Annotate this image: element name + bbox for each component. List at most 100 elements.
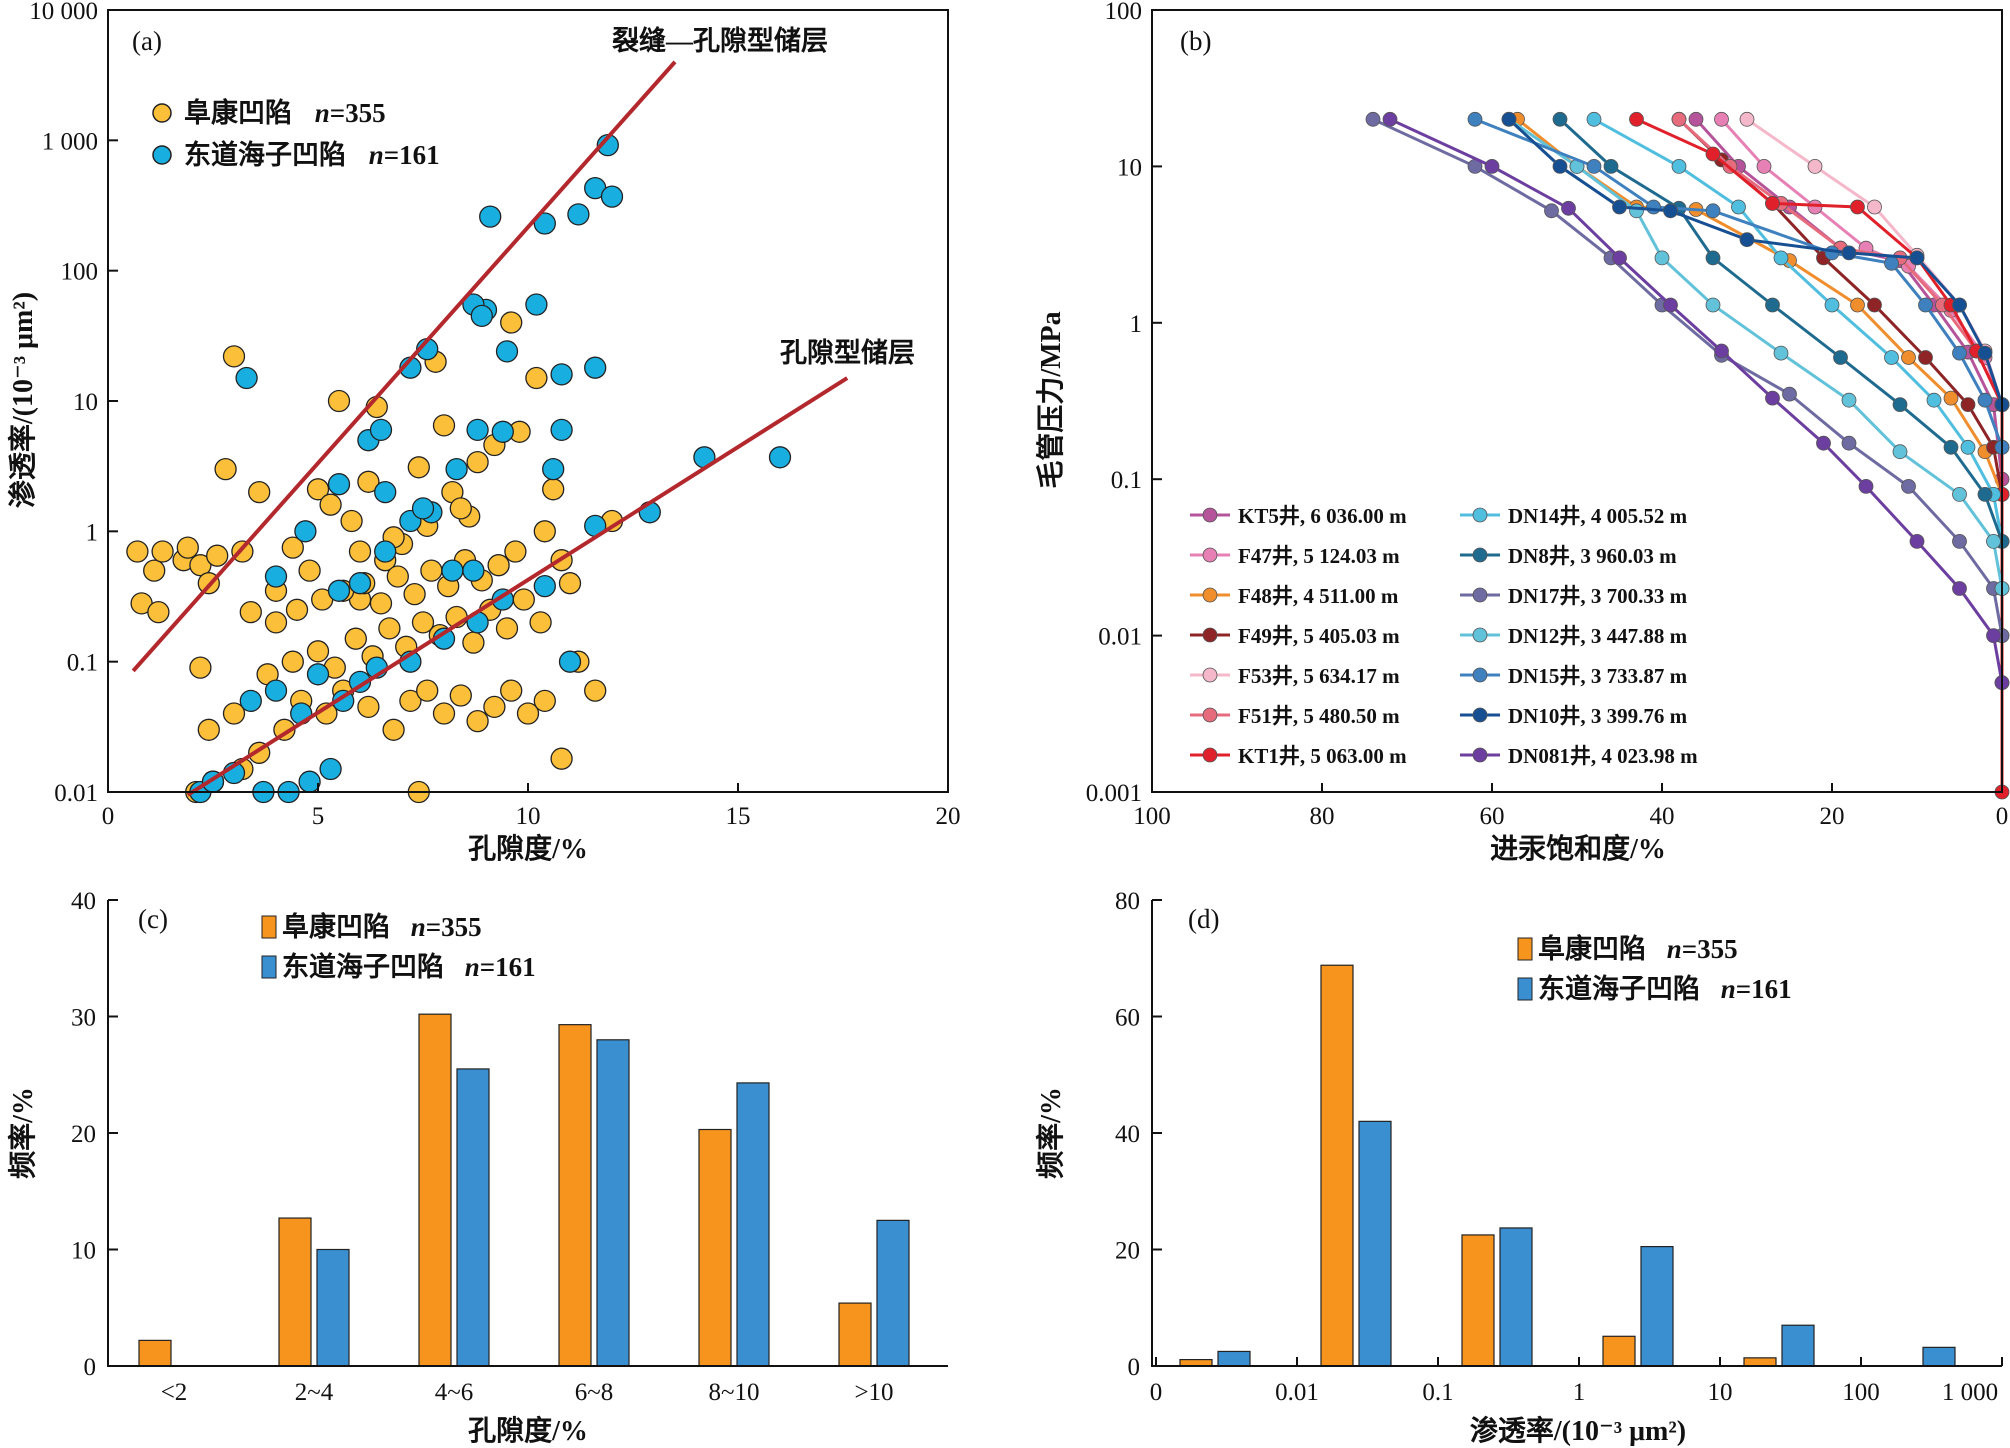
legend-swatch-fukang xyxy=(261,915,277,939)
curve-3-point xyxy=(1901,350,1916,365)
point-fukang xyxy=(504,540,527,563)
point-fukang xyxy=(176,536,199,559)
curve-13-point xyxy=(1663,203,1678,219)
curve-2-point xyxy=(1714,111,1729,127)
curve-10-point xyxy=(1544,203,1559,219)
curve-10-point xyxy=(1782,386,1797,402)
curve-9-point xyxy=(1603,158,1619,174)
curve-8 xyxy=(1593,117,2004,542)
legend-entry-fukang: 阜康凹陷 n=355 xyxy=(282,911,482,942)
curve-13-point xyxy=(1552,158,1568,174)
legend-n-dongdaohaizi: n xyxy=(1721,974,1736,1004)
y-tick-label: 20 xyxy=(1115,1238,1140,1265)
point-fukang xyxy=(357,470,380,493)
point-fukang xyxy=(558,572,582,595)
x-tick-label: <2 xyxy=(161,1379,188,1406)
panel-d-ylabel: 频率/% xyxy=(1034,1087,1067,1179)
point-dongdaohaizi xyxy=(491,420,514,443)
point-fukang xyxy=(306,640,330,663)
curve-14-point xyxy=(1986,628,2001,643)
curve-2-point xyxy=(1756,158,1772,174)
panel-a-points xyxy=(126,133,792,804)
y-tick-label: 40 xyxy=(71,888,96,915)
point-fukang xyxy=(500,311,523,334)
legend-nvalue-fukang: =355 xyxy=(330,98,386,128)
point-fukang xyxy=(462,631,485,654)
point-fukang xyxy=(550,747,573,770)
bar-fukang xyxy=(558,1024,592,1367)
x-tick-label: 60 xyxy=(1480,803,1505,830)
curve-8-point xyxy=(1773,250,1789,266)
point-dongdaohaizi xyxy=(550,418,573,442)
point-fukang xyxy=(542,478,565,501)
x-tick-label: 10 xyxy=(1708,1379,1733,1406)
x-tick-label: 6~8 xyxy=(575,1379,614,1406)
curve-11-point xyxy=(1629,203,1644,219)
panel-b-plot-frame xyxy=(1151,9,2003,793)
curve-12-point xyxy=(1977,392,1993,408)
panel-d-label: (d) xyxy=(1188,904,1219,934)
x-tick-label: 1 xyxy=(1573,1379,1586,1406)
curve-5-point xyxy=(1807,158,1823,174)
bar-dongdaohaizi xyxy=(736,1082,770,1367)
curve-10 xyxy=(1372,117,2004,636)
panel-d-xlabel: 渗透率/(10⁻³ μm²) xyxy=(1470,1414,1686,1447)
curve-14-point xyxy=(1561,200,1576,216)
x-tick-label: 80 xyxy=(1310,803,1335,830)
curve-13 xyxy=(1507,118,2004,406)
annotation-pore-reservoir: 孔隙型储层 xyxy=(780,338,915,368)
legend-n-dongdaohaizi: n xyxy=(369,140,384,170)
y-tick-label: 30 xyxy=(71,1005,96,1032)
bar-fukang xyxy=(278,1217,312,1367)
curve-12-point xyxy=(1705,203,1721,219)
legend-label-13: DN10井, 3 399.76 m xyxy=(1508,704,1688,728)
legend-label-2: F47井, 5 124.03 m xyxy=(1238,544,1400,568)
curve-14-point xyxy=(1714,343,1729,359)
point-dongdaohaizi xyxy=(525,293,548,316)
bar-dongdaohaizi xyxy=(876,1219,910,1367)
curve-11-point xyxy=(1654,250,1670,266)
y-tick-label: 100 xyxy=(1105,0,1143,25)
bar-dongdaohaizi xyxy=(316,1248,350,1367)
legend-marker-5 xyxy=(1202,667,1218,683)
x-tick-label: 0 xyxy=(1150,1379,1163,1406)
panel-c-legend: 阜康凹陷 n=355 东道海子凹陷 n=161 xyxy=(261,911,536,982)
point-fukang xyxy=(306,478,330,501)
curve-7-point xyxy=(1705,146,1721,162)
legend-entry-dongdaohaizi: 东道海子凹陷 n=161 xyxy=(282,951,536,982)
legend-label-11: DN12井, 3 447.88 m xyxy=(1508,624,1688,648)
panel-c-xlabel: 孔隙度/% xyxy=(468,1415,588,1447)
legend-entry-dongdaohaizi: 东道海子凹陷 n=161 xyxy=(184,139,440,170)
curve-11-point xyxy=(1952,486,1967,502)
panel-b-xlabel: 进汞饱和度/% xyxy=(1490,833,1666,865)
curve-10-point xyxy=(1952,534,1967,549)
point-dongdaohaizi xyxy=(768,446,792,469)
curve-11-point xyxy=(1892,444,1908,460)
curve-12-point xyxy=(1918,297,1933,313)
panel-a-ticks: 0 5 10 15 20 0.01 0.1 1 10 100 1 000 10 000 xyxy=(29,0,960,830)
point-fukang xyxy=(143,559,166,582)
y-tick-label: 40 xyxy=(1115,1121,1140,1148)
curve-9-point xyxy=(1705,250,1721,266)
curve-12-point xyxy=(1952,345,1967,361)
legend-label-dongdaohaizi: 东道海子凹陷 xyxy=(184,139,346,170)
legend-nvalue-fukang: =355 xyxy=(1682,934,1738,964)
legend-n-fukang: n xyxy=(1667,934,1682,964)
curve-9-point xyxy=(1552,111,1568,127)
curve-13-point xyxy=(1612,199,1627,215)
y-tick-label: 100 xyxy=(61,259,99,286)
legend-marker-13 xyxy=(1472,707,1488,723)
curve-14-point xyxy=(1484,158,1500,174)
point-dongdaohaizi xyxy=(462,559,485,582)
legend-label-4: F49井, 5 405.03 m xyxy=(1238,624,1400,648)
curve-3-point xyxy=(1943,390,1959,406)
panel-b-ylabel: 毛管压力/MPa xyxy=(1034,311,1067,488)
curve-12-point xyxy=(1824,245,1840,261)
point-dongdaohaizi xyxy=(327,579,351,602)
legend-swatch-dongdaohaizi xyxy=(1517,977,1533,1001)
bar-fukang xyxy=(1461,1234,1495,1367)
panel-c-ticks: <2 2~4 4~6 6~8 8~10 >10 0 10 20 30 40 xyxy=(71,888,894,1406)
legend-label-3: F48井, 4 511.00 m xyxy=(1238,584,1399,608)
